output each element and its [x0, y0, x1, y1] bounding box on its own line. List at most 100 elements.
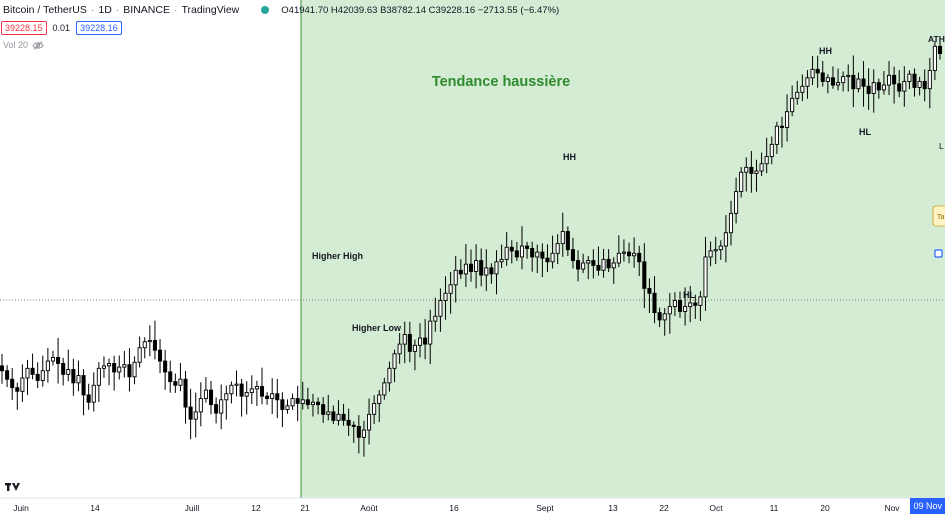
candle[interactable]: [265, 395, 270, 400]
candle[interactable]: [897, 83, 902, 92]
candle[interactable]: [932, 45, 937, 71]
tradingview-logo-icon[interactable]: [5, 481, 21, 495]
eye-off-icon[interactable]: [32, 40, 44, 50]
candle[interactable]: [86, 394, 91, 403]
candle[interactable]: [876, 82, 881, 91]
candle[interactable]: [907, 73, 912, 82]
candle[interactable]: [356, 425, 361, 438]
candle[interactable]: [382, 382, 387, 396]
candle[interactable]: [66, 369, 71, 375]
candle[interactable]: [667, 306, 672, 315]
candle[interactable]: [163, 360, 168, 373]
candle[interactable]: [846, 74, 851, 78]
candle[interactable]: [203, 389, 208, 400]
candle[interactable]: [790, 97, 795, 113]
candle[interactable]: [285, 405, 290, 410]
candle[interactable]: [570, 249, 575, 262]
candle[interactable]: [346, 419, 351, 426]
candle[interactable]: [479, 260, 484, 276]
candle[interactable]: [463, 263, 468, 275]
candle[interactable]: [178, 378, 183, 386]
candle[interactable]: [229, 384, 234, 395]
candle[interactable]: [438, 300, 443, 317]
candle[interactable]: [249, 388, 254, 393]
candle[interactable]: [341, 413, 346, 421]
candle[interactable]: [576, 260, 581, 270]
candle[interactable]: [723, 232, 728, 247]
candle[interactable]: [448, 284, 453, 294]
candle[interactable]: [693, 302, 698, 306]
candle[interactable]: [40, 370, 45, 381]
candle[interactable]: [474, 260, 479, 272]
candle[interactable]: [596, 264, 601, 271]
candle[interactable]: [902, 80, 907, 92]
candle[interactable]: [458, 269, 463, 275]
candle[interactable]: [310, 401, 315, 406]
candle[interactable]: [892, 74, 897, 85]
candle[interactable]: [412, 344, 417, 352]
candle[interactable]: [937, 45, 943, 55]
candle[interactable]: [749, 166, 754, 174]
candle[interactable]: [326, 411, 331, 415]
candle[interactable]: [683, 306, 688, 312]
candle[interactable]: [871, 82, 876, 94]
candle[interactable]: [377, 394, 382, 404]
candle[interactable]: [917, 80, 922, 88]
candle[interactable]: [703, 256, 708, 298]
candle[interactable]: [81, 375, 86, 396]
candle[interactable]: [530, 248, 535, 258]
candle[interactable]: [795, 91, 800, 99]
candle[interactable]: [234, 383, 239, 386]
candle[interactable]: [652, 292, 657, 314]
candle[interactable]: [158, 349, 163, 362]
candle[interactable]: [20, 377, 25, 392]
candle[interactable]: [300, 399, 305, 404]
candle[interactable]: [657, 312, 662, 321]
candle[interactable]: [774, 125, 779, 145]
candle[interactable]: [866, 85, 871, 94]
candle[interactable]: [50, 356, 56, 362]
candle[interactable]: [137, 347, 142, 363]
candle[interactable]: [168, 371, 173, 383]
candle[interactable]: [295, 398, 300, 404]
candle[interactable]: [0, 365, 5, 372]
candle[interactable]: [509, 246, 514, 252]
candle[interactable]: [825, 77, 830, 82]
candle[interactable]: [219, 399, 224, 414]
candle[interactable]: [601, 258, 606, 271]
candle[interactable]: [316, 401, 321, 406]
candle[interactable]: [927, 70, 932, 90]
candle[interactable]: [173, 381, 178, 386]
candle[interactable]: [127, 364, 132, 378]
candle[interactable]: [744, 166, 749, 173]
candle[interactable]: [244, 392, 249, 397]
candle[interactable]: [407, 333, 412, 352]
candle[interactable]: [581, 262, 586, 270]
candle[interactable]: [713, 249, 718, 252]
candle[interactable]: [830, 77, 835, 86]
candle[interactable]: [188, 406, 193, 420]
candle[interactable]: [259, 386, 265, 397]
candle[interactable]: [142, 341, 147, 349]
candle[interactable]: [336, 413, 341, 421]
candle[interactable]: [611, 262, 616, 269]
candle[interactable]: [769, 143, 774, 157]
candle[interactable]: [718, 245, 723, 251]
candle[interactable]: [535, 251, 540, 258]
candle[interactable]: [91, 384, 96, 403]
candle[interactable]: [810, 68, 815, 79]
candle[interactable]: [708, 250, 713, 258]
candle[interactable]: [208, 389, 214, 406]
candle[interactable]: [886, 74, 892, 86]
candle[interactable]: [642, 261, 647, 289]
candle[interactable]: [677, 300, 683, 312]
candle[interactable]: [647, 287, 652, 294]
candle[interactable]: [484, 267, 489, 276]
candle[interactable]: [96, 367, 101, 386]
candle[interactable]: [739, 171, 744, 193]
candle[interactable]: [698, 296, 703, 306]
candle[interactable]: [122, 364, 127, 368]
candle[interactable]: [239, 383, 244, 397]
ask-price-box[interactable]: 39228.16: [76, 21, 122, 35]
bid-price-box[interactable]: 39228.15: [1, 21, 47, 35]
